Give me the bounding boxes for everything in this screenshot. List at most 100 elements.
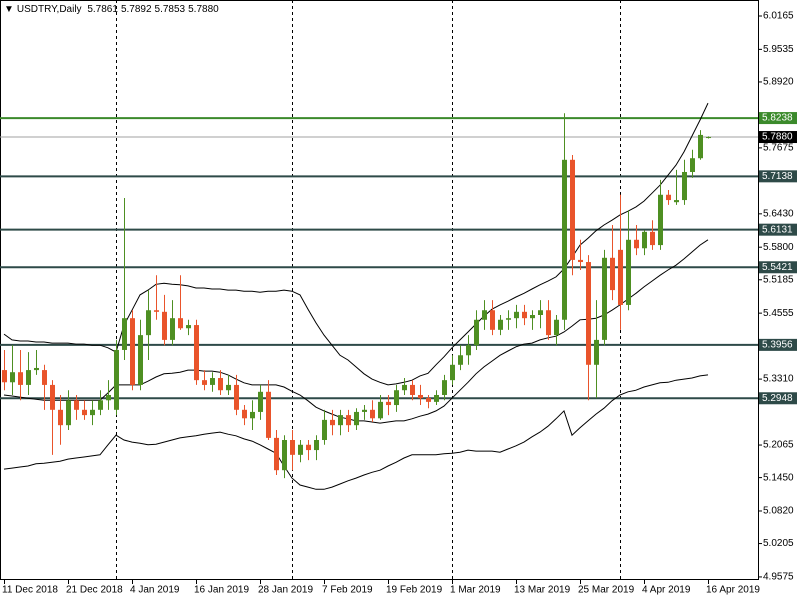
candle-body [586, 262, 591, 365]
candle-body [74, 400, 79, 410]
candle-body [626, 239, 631, 305]
candle-body [594, 339, 599, 365]
candle-body [282, 440, 287, 471]
candle-body [114, 349, 119, 410]
candle-body [442, 380, 447, 395]
candle-body [42, 370, 47, 385]
current-price-label: 5.7880 [762, 132, 793, 143]
candle-body [322, 419, 327, 441]
candle-body [546, 310, 551, 336]
y-tick-label: 5.6430 [763, 208, 794, 219]
candle-body [458, 355, 463, 365]
candle-body [370, 409, 375, 419]
candle-body [338, 415, 343, 426]
header-low: 5.7853 [154, 4, 186, 15]
header-close: 5.7880 [188, 4, 219, 15]
candle-body [522, 311, 527, 319]
candle-body [18, 372, 23, 385]
candle-body [2, 370, 7, 383]
candle-body [362, 409, 367, 412]
candle-body [682, 171, 687, 201]
x-tick-label: 11 Dec 2018 [2, 585, 58, 596]
candle-body [154, 310, 159, 312]
candle-body [306, 444, 311, 451]
candle-body [450, 364, 455, 381]
candle-body [258, 391, 263, 412]
candle-body [266, 391, 271, 438]
x-tick-label: 4 Jan 2019 [130, 585, 180, 596]
candle-body [314, 440, 319, 451]
candle-body [162, 311, 167, 340]
candle-body [122, 318, 127, 350]
candle-body [26, 370, 31, 385]
candle-body [530, 315, 535, 319]
x-tick-label: 13 Mar 2019 [514, 585, 571, 596]
candle-body [562, 159, 567, 320]
candle-body [138, 335, 143, 385]
candle-body [290, 440, 295, 455]
candle-body [98, 400, 103, 410]
candle-body [210, 378, 215, 385]
y-tick-label: 5.1450 [763, 472, 794, 483]
header-high: 5.7892 [120, 4, 152, 15]
candle-body [482, 310, 487, 320]
candle-body [618, 249, 623, 305]
level-label-box [759, 261, 797, 274]
level-label-box [759, 392, 797, 405]
candle-body [226, 384, 231, 391]
candle-body [34, 367, 39, 371]
candle-body [178, 318, 183, 329]
plot-frame [0, 0, 759, 580]
x-tick-label: 19 Feb 2019 [386, 585, 443, 596]
candle-body [610, 257, 615, 291]
y-tick-label: 5.7675 [763, 143, 794, 154]
candle-body [242, 409, 247, 419]
candle-body [426, 398, 431, 402]
candle-body [506, 318, 511, 320]
candle-body [202, 380, 207, 385]
level-label: 5.7138 [762, 171, 793, 182]
band-line [3, 374, 709, 490]
candle-body [82, 409, 87, 416]
y-tick-label: 5.9535 [763, 44, 794, 55]
candle-body [538, 310, 543, 316]
candle-body [642, 231, 647, 249]
y-tick-label: 4.9575 [763, 572, 794, 583]
y-tick-label: 5.2065 [763, 440, 794, 451]
y-tick-label: 5.0820 [763, 506, 794, 517]
y-tick-label: 5.4555 [763, 308, 794, 319]
x-tick-label: 28 Jan 2019 [258, 585, 313, 596]
chart-header: ▼ USDTRY,Daily 5.7861 5.7892 5.7853 5.7880 [4, 4, 222, 15]
chart-title: USDTRY,Daily [16, 4, 82, 15]
candle-body [354, 411, 359, 426]
candle-body [418, 394, 423, 399]
level-label: 5.3956 [762, 340, 793, 351]
level-label-box [759, 170, 797, 183]
y-tick-label: 5.3310 [763, 374, 794, 385]
candle-body [466, 345, 471, 356]
candle-body [674, 200, 679, 203]
candle-body [554, 319, 559, 336]
y-tick-label: 5.5800 [763, 242, 794, 253]
candle-body [706, 137, 711, 139]
candle-body [698, 134, 703, 159]
x-tick-label: 21 Dec 2018 [66, 585, 123, 596]
y-tick-label: 5.0205 [763, 538, 794, 549]
candle-body [274, 437, 279, 471]
x-tick-label: 7 Feb 2019 [322, 585, 373, 596]
level-label-box [759, 223, 797, 236]
candle-body [298, 444, 303, 455]
candle-body [394, 390, 399, 406]
candle-body [106, 394, 111, 401]
candle-body [650, 231, 655, 246]
candle-body [330, 419, 335, 426]
candle-body [170, 318, 175, 340]
candle-body [50, 384, 55, 410]
current-price-box [759, 131, 797, 144]
candle-body [498, 319, 503, 330]
candle-body [346, 415, 351, 426]
level-label: 5.8238 [762, 113, 793, 124]
candle-body [658, 194, 663, 246]
candle-body [666, 194, 671, 201]
